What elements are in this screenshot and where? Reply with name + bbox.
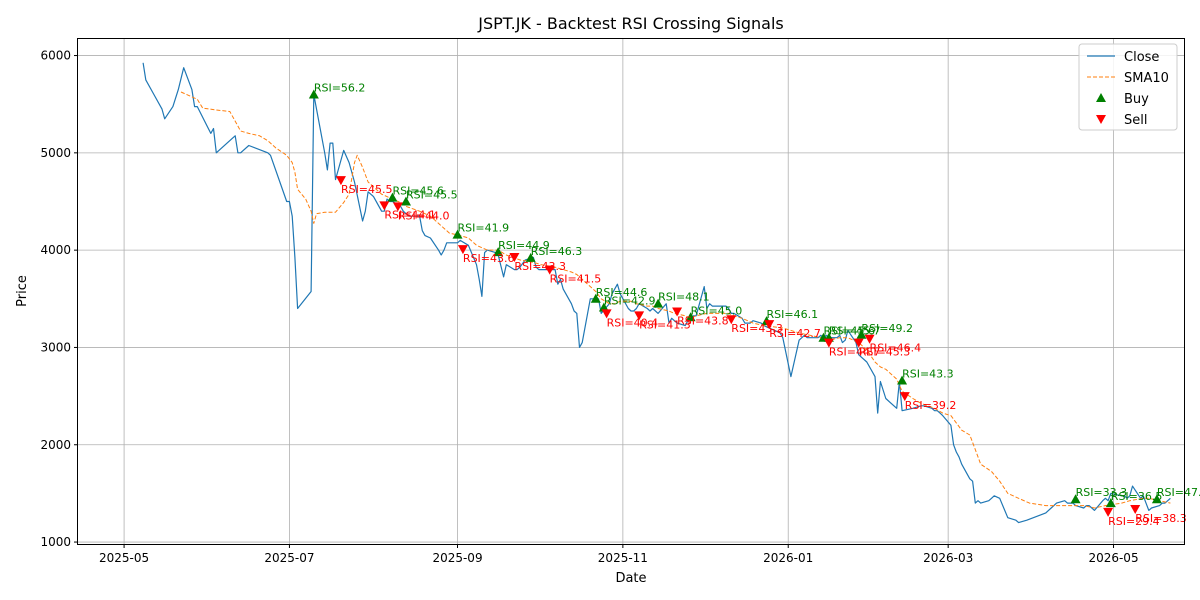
buy-marker bbox=[1151, 494, 1162, 504]
x-tick-label: 2025-07 bbox=[264, 551, 314, 565]
sell-signal-label: RSI=44.1 bbox=[384, 208, 436, 221]
sell-signal-label: RSI=43.3 bbox=[514, 260, 566, 273]
sell-signal-label: RSI=38.3 bbox=[1135, 512, 1187, 525]
buy-signal-label: RSI=45.7 bbox=[829, 325, 881, 338]
buy-marker bbox=[685, 312, 696, 322]
buy-signal-label: RSI=41.9 bbox=[458, 222, 510, 235]
buy-marker bbox=[387, 192, 398, 202]
x-tick-label: 2025-09 bbox=[432, 551, 482, 565]
y-tick-label: 5000 bbox=[40, 146, 71, 160]
buy-signal-label: RSI=45.5 bbox=[406, 188, 458, 201]
legend-label: Sell bbox=[1124, 113, 1147, 128]
plot-area-frame bbox=[77, 38, 1185, 545]
sell-signal-label: RSI=29.4 bbox=[1108, 515, 1160, 528]
buy-marker bbox=[856, 329, 867, 339]
sell-signal-label: RSI=39.2 bbox=[905, 399, 957, 412]
x-tick-label: 2025-05 bbox=[99, 551, 149, 565]
sell-marker bbox=[601, 309, 612, 319]
buy-signal-label: RSI=48.1 bbox=[658, 291, 710, 304]
sell-marker bbox=[672, 307, 683, 317]
y-tick-label: 2000 bbox=[40, 438, 71, 452]
buy-marker bbox=[525, 252, 536, 262]
y-axis-title: Price bbox=[15, 275, 30, 307]
sell-signal-label: RSI=44.7 bbox=[829, 346, 881, 359]
buy-marker bbox=[897, 375, 908, 385]
sell-marker bbox=[1103, 507, 1114, 517]
sell-marker bbox=[726, 315, 737, 325]
sell-marker bbox=[764, 320, 775, 330]
x-axis-title: Date bbox=[615, 571, 646, 586]
sell-signal-label: RSI=45.5 bbox=[341, 183, 393, 196]
sell-marker bbox=[634, 311, 645, 321]
sell-marker bbox=[379, 201, 390, 211]
sell-signal-label: RSI=44.0 bbox=[398, 209, 450, 222]
x-tick-label: 2025-11 bbox=[598, 551, 648, 565]
sell-marker bbox=[544, 265, 555, 275]
y-tick-label: 4000 bbox=[40, 243, 71, 257]
sell-marker bbox=[899, 392, 910, 402]
sma10-line bbox=[180, 91, 1171, 509]
buy-signal-label: RSI=46.1 bbox=[767, 308, 819, 321]
sell-signal-label: RSI=43.8 bbox=[677, 314, 729, 327]
sell-signal-label: RSI=46.4 bbox=[870, 342, 922, 355]
buy-marker bbox=[598, 302, 609, 312]
y-tick-label: 3000 bbox=[40, 340, 71, 354]
buy-signal-label: RSI=44.9 bbox=[498, 239, 550, 252]
sell-marker bbox=[823, 338, 834, 348]
axes: 2025-05 2025-07 2025-09 2025-11 2026-01 2026-… bbox=[40, 49, 1138, 565]
buy-signal-label: RSI=46.3 bbox=[531, 245, 583, 258]
legend-box bbox=[1078, 43, 1178, 131]
legend-label: SMA10 bbox=[1124, 71, 1169, 86]
sell-marker bbox=[509, 252, 520, 262]
buy-signal-label: RSI=44.6 bbox=[596, 286, 648, 299]
x-tick-label: 2026-01 bbox=[763, 551, 813, 565]
buy-marker bbox=[493, 247, 504, 257]
buy-signal-label: RSI=47.2 bbox=[1157, 486, 1200, 499]
buy-marker bbox=[1070, 494, 1081, 504]
sell-marker bbox=[1130, 504, 1141, 514]
legend-sell-swatch bbox=[1096, 115, 1106, 124]
buy-marker bbox=[653, 298, 664, 308]
sell-signal-label: RSI=41.5 bbox=[550, 273, 602, 286]
grid bbox=[78, 39, 1184, 544]
legend: Close SMA10 Buy Sell bbox=[1078, 43, 1178, 131]
buy-signal-label: RSI=33.3 bbox=[1076, 486, 1128, 499]
buy-signal-label: RSI=36.5 bbox=[1111, 490, 1163, 503]
sell-signal-label: RSI=43.6 bbox=[463, 252, 515, 265]
sell-signal-label: RSI=41.3 bbox=[639, 318, 691, 331]
buy-signal-label: RSI=45.0 bbox=[691, 304, 743, 317]
chart-title: JSPT.JK - Backtest RSI Crossing Signals bbox=[477, 14, 784, 33]
buy-signal-label: RSI=49.2 bbox=[861, 322, 913, 335]
sell-signal-label: RSI=45.3 bbox=[859, 346, 911, 359]
buy-signal-label: RSI=42.9 bbox=[604, 295, 656, 308]
sell-marker bbox=[392, 202, 403, 212]
buy-signal-label: RSI=43.3 bbox=[902, 368, 954, 381]
buy-marker bbox=[1105, 498, 1116, 508]
x-tick-label: 2026-03 bbox=[923, 551, 973, 565]
legend-buy-swatch bbox=[1096, 93, 1106, 102]
buy-marker bbox=[308, 89, 319, 99]
close-price-line bbox=[142, 62, 1171, 524]
legend-label: Close bbox=[1124, 50, 1159, 65]
sell-marker bbox=[335, 176, 346, 186]
y-tick-label: 1000 bbox=[40, 535, 71, 549]
legend-label: Buy bbox=[1124, 92, 1149, 107]
sell-marker bbox=[864, 334, 875, 344]
plot-series bbox=[142, 62, 1171, 524]
sell-marker bbox=[853, 338, 864, 348]
buy-marker bbox=[401, 196, 412, 206]
buy-marker bbox=[590, 293, 601, 303]
sell-signal-label: RSI=42.7 bbox=[769, 327, 821, 340]
y-tick-label: 6000 bbox=[40, 49, 71, 63]
x-tick-label: 2026-05 bbox=[1088, 551, 1138, 565]
buy-signal-label: RSI=56.2 bbox=[314, 81, 366, 94]
buy-signal-label: RSI=45.6 bbox=[392, 185, 444, 198]
sell-marker bbox=[457, 245, 468, 255]
buy-marker bbox=[452, 229, 463, 239]
sell-signal-label: RSI=40.4 bbox=[607, 316, 659, 329]
